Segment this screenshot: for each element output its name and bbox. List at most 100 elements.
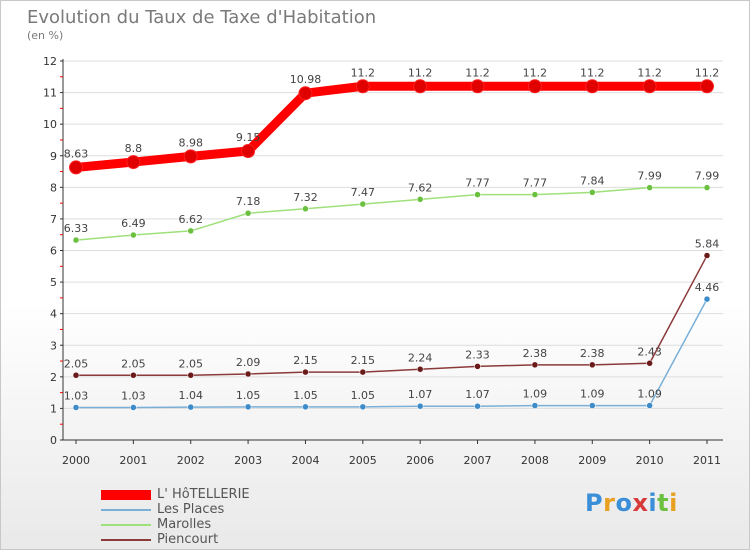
- data-point: [241, 144, 256, 159]
- data-point: [646, 360, 653, 367]
- data-point: [187, 227, 194, 235]
- legend-swatch-piencourt: [101, 538, 151, 541]
- data-point: [244, 370, 252, 378]
- data-label: 6.49: [121, 217, 146, 230]
- data-point: [359, 368, 367, 376]
- data-point: [585, 79, 600, 94]
- chart-title: Evolution du Taux de Taxe d'Habitation: [27, 7, 377, 28]
- legend-label: Piencourt: [157, 532, 219, 547]
- legend-swatch-les-places: [101, 508, 151, 511]
- proxiti-logo: Proxiti: [585, 489, 678, 517]
- data-point: [355, 79, 370, 94]
- data-label: 11.2: [523, 66, 548, 79]
- unit-label: (en %): [27, 29, 64, 42]
- data-label: 1.05: [236, 389, 261, 402]
- x-tick-label: 2004: [291, 454, 319, 467]
- legend-item: Piencourt: [101, 532, 250, 547]
- data-label: 11.2: [408, 66, 433, 79]
- data-label: 8.63: [64, 147, 89, 160]
- data-label: 1.05: [293, 389, 318, 402]
- data-label: 1.03: [121, 389, 146, 402]
- chart-legend: L' HôTELLERIE Les Places Marolles Pienco…: [101, 487, 250, 547]
- legend-item: L' HôTELLERIE: [101, 487, 250, 502]
- data-point: [527, 79, 542, 94]
- logo-letter: r: [603, 489, 616, 517]
- data-point: [359, 200, 367, 208]
- y-tick-label: 9: [50, 150, 57, 163]
- series-line: [76, 255, 708, 377]
- x-tick-label: 2005: [349, 454, 377, 467]
- data-point: [298, 86, 313, 101]
- legend-item: Les Places: [101, 502, 250, 517]
- x-tick-label: 2002: [177, 454, 205, 467]
- data-label: 7.99: [695, 170, 720, 183]
- data-point: [72, 372, 80, 379]
- data-point: [589, 189, 596, 196]
- data-point: [416, 196, 424, 203]
- x-tick-label: 2001: [119, 454, 147, 467]
- data-label: 7.84: [580, 174, 605, 187]
- data-label: 1.07: [465, 388, 490, 401]
- y-tick-label: 8: [50, 181, 57, 194]
- data-point: [130, 231, 137, 239]
- y-tick-label: 3: [50, 339, 57, 352]
- logo-letter: i: [648, 489, 658, 517]
- data-point: [302, 368, 309, 376]
- y-tick-label: 11: [43, 87, 57, 100]
- data-label: 7.18: [236, 195, 261, 208]
- data-point: [183, 149, 198, 164]
- legend-label: Marolles: [157, 517, 212, 532]
- legend-label: L' HôTELLERIE: [157, 487, 250, 502]
- y-tick-label: 5: [50, 276, 57, 289]
- data-label: 1.09: [580, 388, 605, 401]
- data-point: [187, 403, 194, 411]
- legend-label: Les Places: [157, 502, 225, 517]
- data-label: 2.33: [465, 348, 490, 361]
- data-label: 6.62: [178, 213, 203, 226]
- y-tick-label: 1: [50, 402, 57, 415]
- data-label: 11.2: [351, 66, 376, 79]
- x-tick-label: 2010: [636, 454, 664, 467]
- data-point: [703, 184, 711, 191]
- y-tick-label: 10: [43, 118, 57, 131]
- data-label: 8.98: [178, 136, 203, 149]
- data-label: 11.2: [580, 66, 605, 79]
- data-point: [531, 361, 539, 369]
- data-label: 2.15: [293, 354, 318, 367]
- data-point: [359, 403, 367, 411]
- data-point: [531, 191, 539, 198]
- x-tick-label: 2009: [578, 454, 606, 467]
- logo-letter: P: [585, 489, 604, 517]
- data-point: [646, 184, 653, 191]
- data-label: 1.09: [523, 388, 548, 401]
- series-line: [75, 81, 707, 172]
- data-label: 1.09: [637, 388, 662, 401]
- data-label: 10.98: [290, 73, 322, 86]
- data-point: [244, 209, 252, 217]
- data-point: [72, 236, 80, 244]
- x-tick-label: 2007: [464, 454, 492, 467]
- data-label: 2.24: [408, 351, 433, 364]
- series-line: [76, 298, 708, 409]
- data-point: [302, 205, 309, 213]
- data-label: 4.46: [695, 281, 720, 294]
- data-point: [642, 79, 657, 94]
- data-point: [589, 402, 596, 409]
- logo-letter: t: [657, 489, 670, 517]
- legend-item: Marolles: [101, 517, 250, 532]
- data-label: 11.2: [465, 66, 490, 79]
- data-label: 1.04: [178, 389, 203, 402]
- data-label: 7.47: [351, 186, 376, 199]
- data-point: [302, 403, 309, 411]
- data-point: [187, 372, 194, 379]
- data-label: 2.09: [236, 356, 261, 369]
- data-label: 2.38: [580, 347, 605, 360]
- data-label: 7.77: [523, 177, 548, 190]
- data-label: 2.43: [637, 345, 662, 358]
- data-point: [474, 402, 481, 410]
- y-tick-label: 12: [43, 55, 57, 68]
- y-tick-label: 6: [50, 245, 57, 258]
- legend-swatch-hotellerie: [101, 489, 151, 500]
